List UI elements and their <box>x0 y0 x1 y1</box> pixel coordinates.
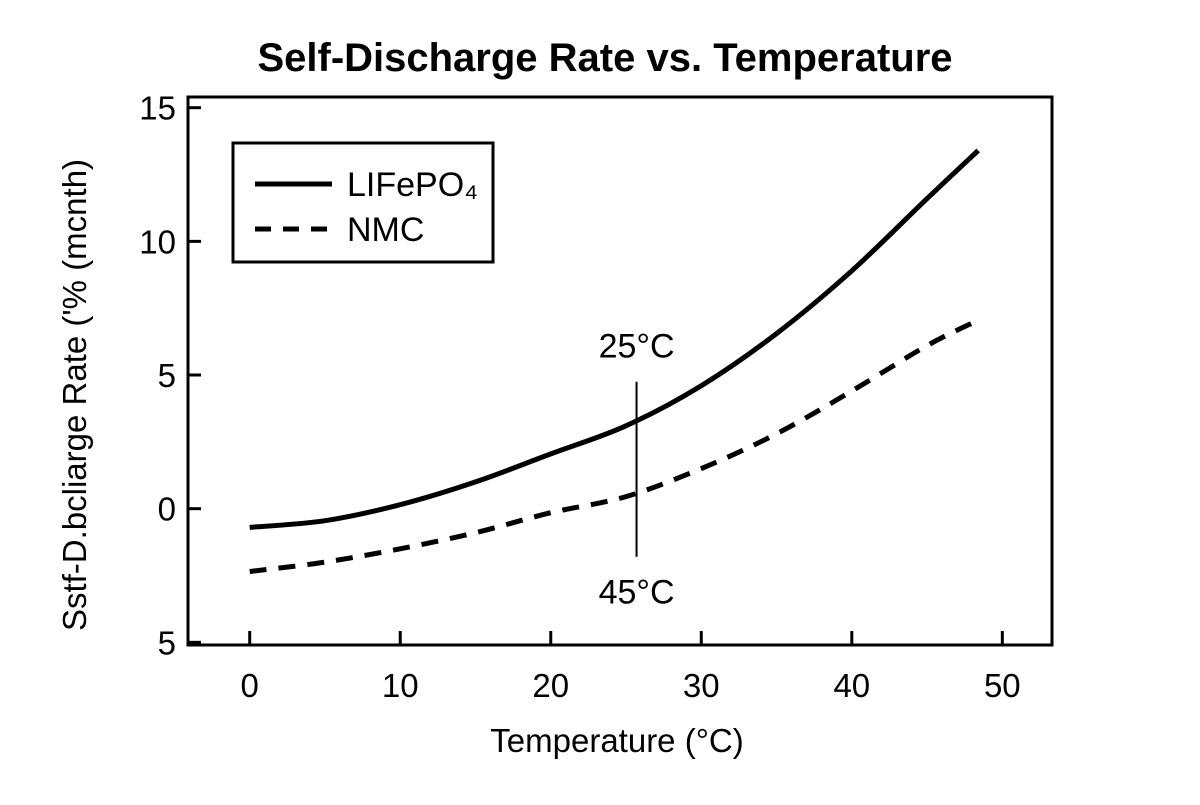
x-tick-label: 10 <box>382 667 419 704</box>
x-tick-label: 40 <box>833 667 870 704</box>
y-axis-label: Sstf-D.bcliarge Rate ('% (mcnth) <box>56 159 93 631</box>
annotation-label: 25°C <box>599 328 675 366</box>
y-tick-label: 10 <box>139 223 176 260</box>
y-tick-label: 0 <box>158 491 176 528</box>
chart-title: Self-Discharge Rate vs. Temperature <box>257 36 952 80</box>
x-tick-label: 20 <box>532 667 569 704</box>
y-tick-label: 5 <box>158 624 176 661</box>
x-tick-label: 50 <box>984 667 1021 704</box>
x-axis-label: Temperature (°C) <box>490 722 743 759</box>
annotation-label: 45°C <box>599 574 675 612</box>
series-curve-dashed <box>249 317 980 574</box>
legend-label-nmc: NMC <box>347 211 424 249</box>
legend: LIFePO₄ NMC <box>231 141 495 264</box>
legend-box <box>231 141 495 264</box>
x-tick-label: 0 <box>241 667 259 704</box>
plot-frame <box>186 95 1054 647</box>
y-tick-label: 15 <box>139 90 176 127</box>
legend-label-lifepo4: LIFePO₄ <box>347 166 478 204</box>
y-tick-label: 5 <box>158 357 176 394</box>
annotation-layer: 25°C 45°C <box>599 328 675 612</box>
x-tick-label: 30 <box>683 667 720 704</box>
